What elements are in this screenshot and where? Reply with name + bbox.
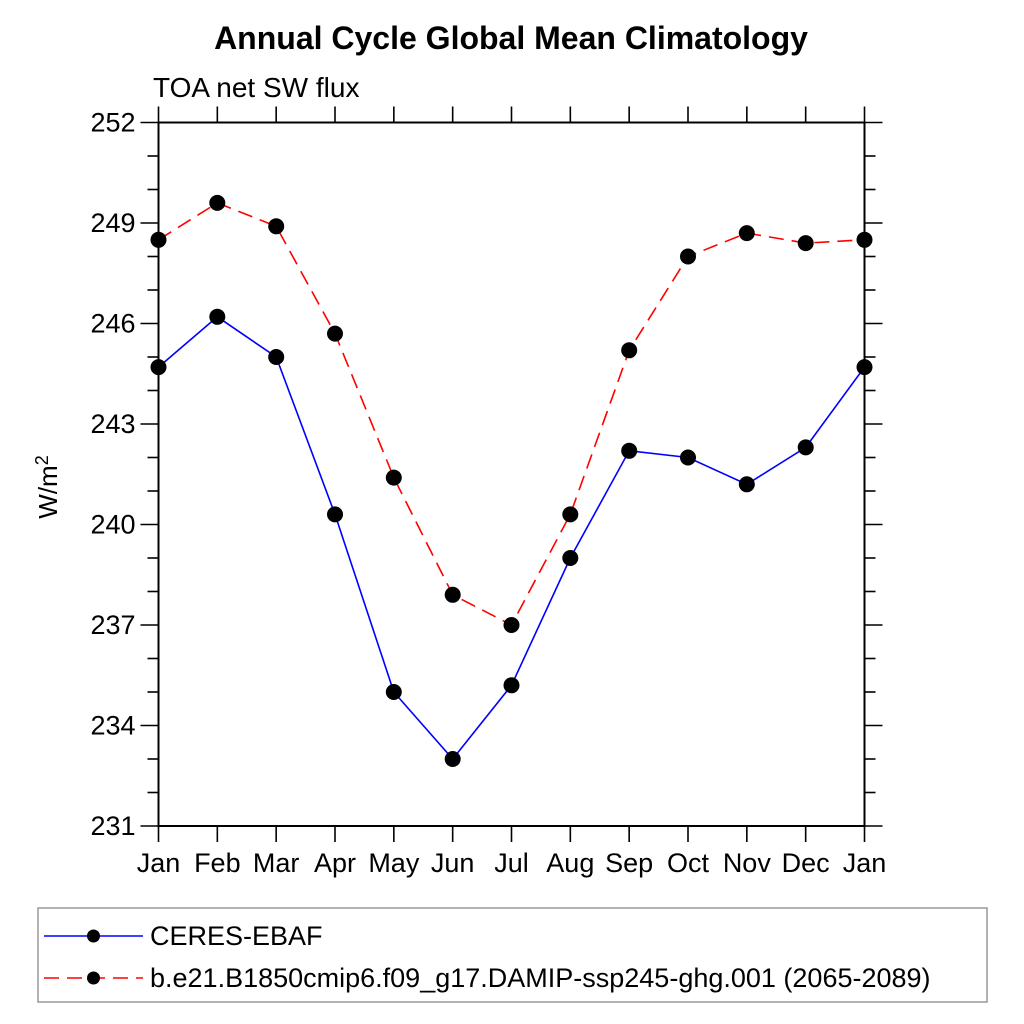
x-tick-label: Oct — [667, 848, 710, 878]
y-tick-label: 252 — [90, 108, 135, 138]
plot-layer: 231 234 237 240 243 246 249 252 Jan Feb Mar Apr May J… — [32, 106, 887, 878]
x-tick-label: Dec — [782, 848, 830, 878]
chart-title: Annual Cycle Global Mean Climatology — [214, 20, 808, 56]
series-marker-0 — [680, 449, 696, 466]
series-marker-1 — [738, 225, 755, 242]
y-axis-label: W/m2 — [32, 455, 63, 518]
x-tick-label: Jun — [431, 848, 475, 878]
series-marker-1 — [680, 248, 696, 265]
y-tick-label: 243 — [90, 409, 135, 439]
series-line-1 — [158, 202, 865, 627]
series-marker-1 — [268, 218, 285, 235]
series-marker-0 — [209, 308, 226, 325]
series-marker-1 — [327, 325, 343, 342]
x-tick-label: Jan — [843, 848, 887, 878]
series-marker-1 — [503, 617, 520, 633]
x-tick-label: May — [368, 848, 420, 878]
series-marker-0 — [150, 359, 167, 376]
y-tick-label: 234 — [90, 711, 135, 741]
series-marker-1 — [621, 342, 638, 359]
x-tick-label: Aug — [546, 848, 594, 878]
x-tick-label: Nov — [723, 848, 772, 878]
series-marker-1 — [562, 506, 579, 523]
series-marker-0 — [444, 751, 461, 767]
series-marker-0 — [503, 677, 520, 694]
series-marker-0 — [268, 349, 285, 365]
chart-subtitle: TOA net SW flux — [153, 72, 359, 103]
series-marker-1 — [150, 231, 167, 248]
legend-marker — [87, 971, 100, 985]
series-marker-0 — [856, 359, 873, 376]
series-marker-1 — [797, 235, 814, 252]
y-tick-label: 246 — [90, 309, 135, 339]
series-marker-0 — [738, 476, 755, 493]
x-tick-label: Jan — [137, 848, 181, 878]
y-tick-label: 237 — [90, 610, 135, 640]
x-tick-label: Apr — [314, 848, 356, 878]
series-marker-0 — [385, 684, 402, 700]
legend: CERES-EBAF b.e21.B1850cmip6.f09_g17.DAMIP… — [37, 907, 988, 1003]
x-tick-label: Mar — [253, 848, 300, 878]
series-marker-0 — [797, 439, 814, 456]
series-marker-0 — [562, 550, 579, 566]
x-tick-label: Jul — [494, 848, 529, 878]
series-marker-1 — [385, 469, 402, 486]
legend-label: CERES-EBAF — [150, 921, 323, 951]
legend-marker — [87, 929, 100, 943]
legend-label: b.e21.B1850cmip6.f09_g17.DAMIP-ssp245-gh… — [150, 963, 931, 993]
legend-entry-1: b.e21.B1850cmip6.f09_g17.DAMIP-ssp245-gh… — [44, 963, 931, 993]
x-tick-label: Sep — [605, 848, 653, 878]
y-tick-label: 231 — [90, 811, 135, 841]
legend-entry-0: CERES-EBAF — [44, 921, 323, 951]
series-marker-1 — [856, 231, 873, 248]
plot-frame — [157, 121, 866, 827]
y-tick-label: 240 — [90, 510, 135, 540]
series-marker-0 — [621, 442, 638, 459]
legend-box — [37, 907, 988, 1003]
y-tick-label: 249 — [90, 208, 135, 238]
x-tick-label: Feb — [194, 848, 241, 878]
series-marker-0 — [327, 506, 343, 523]
series-marker-1 — [209, 194, 226, 211]
series-marker-1 — [444, 586, 461, 603]
